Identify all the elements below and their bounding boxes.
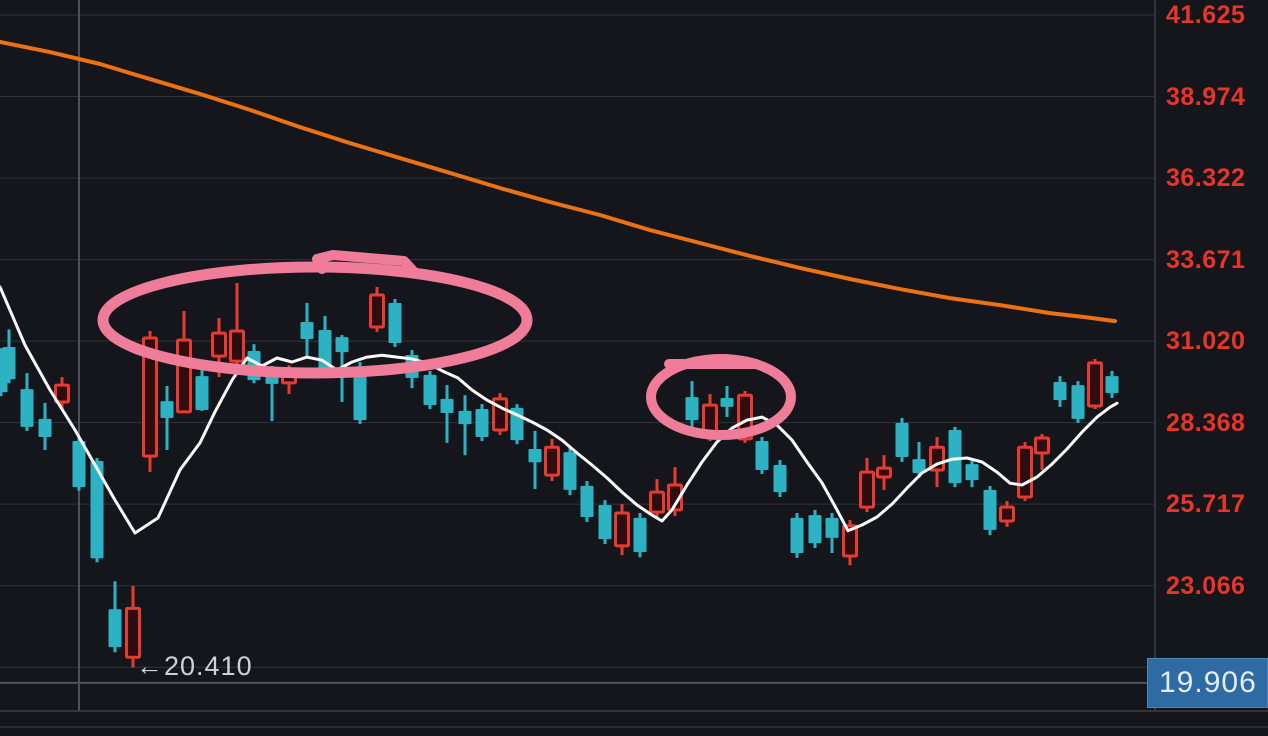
candle-up [492,393,508,435]
candle-up [142,330,158,473]
candle-down [458,395,472,456]
candle-down [475,404,489,442]
candle-down [580,481,594,522]
y-axis-label: 28.368 [1166,408,1246,437]
candle-down [948,426,962,488]
candle-down [773,460,787,498]
candle-up [1087,358,1103,410]
y-axis-label: 33.671 [1166,245,1246,274]
candle-down [2,329,16,384]
candle-down [633,512,647,558]
annotation-ellipse-2 [646,354,796,440]
candle-down [38,402,52,450]
candle-down [528,430,542,490]
candle-up [649,479,665,518]
candle-down [1105,370,1119,398]
candle-up [859,457,875,513]
candle-down [510,404,524,445]
candle-up [369,286,385,332]
last-price-tag-value: 19.906 [1159,665,1257,699]
annotation-ellipse-1 [97,261,533,379]
last-price-tag: 19.906 [1147,657,1268,708]
ma-line-slow [0,39,1117,324]
candle-down [1053,376,1067,407]
candle-down [895,417,909,462]
candle-down [563,447,577,496]
ma-line-fast [0,285,1119,535]
y-axis-label: 23.066 [1166,571,1246,600]
candle-down [388,298,402,347]
candle-down [423,370,437,410]
candle-up [876,455,892,490]
candle-down [983,485,997,536]
candle-down [825,512,839,553]
y-axis-label: 38.974 [1166,82,1246,111]
candle-down [912,441,926,478]
candle-down [790,512,804,558]
candle-up [614,504,630,556]
candle-up [229,282,245,369]
candle-up [667,467,683,517]
candle-down [90,457,104,563]
candlesticks [0,282,1119,668]
candle-down [755,437,769,474]
candle-down [685,381,699,427]
candle-down [808,509,822,549]
candle-down [598,500,612,545]
candle-down [20,373,34,431]
y-axis-label: 25.717 [1166,490,1246,519]
candle-up [54,377,70,410]
hand-drawn-annotation [97,250,796,440]
candle-up [544,438,560,482]
candle-up [842,520,858,566]
y-axis-label: 36.322 [1166,164,1246,193]
candle-up [999,501,1015,527]
low-price-annotation: ←20.410 [136,651,253,681]
annotation-stroke-1 [312,250,420,278]
candle-down [72,437,86,491]
candle-down [160,385,174,450]
candle-down [720,385,734,418]
candle-down [195,366,209,411]
candle-up [1034,433,1050,470]
candle-up [211,318,227,378]
candle-down [108,581,122,653]
y-axis-label: 31.020 [1166,327,1246,356]
candle-down [300,302,314,357]
candle-up [125,586,141,668]
y-axis-label: 41.625 [1166,1,1246,29]
candle-down [440,385,454,443]
candle-down [1071,381,1085,423]
candle-up [1017,441,1033,502]
candle-down [965,461,979,488]
